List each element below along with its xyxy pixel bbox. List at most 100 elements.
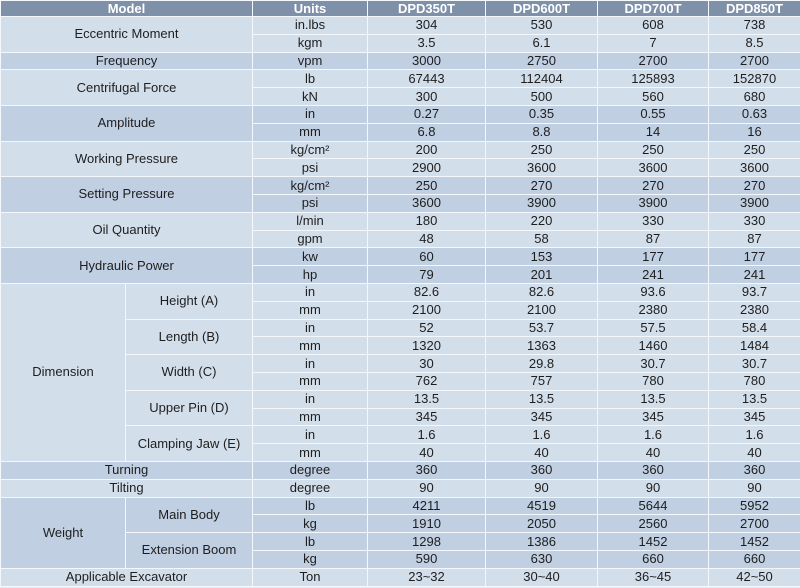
- row: Eccentric Moment in.lbs 304 530 608 738: [0, 16, 800, 53]
- value: 93.6: [597, 282, 709, 302]
- value: 2100: [485, 300, 598, 320]
- value: 757: [485, 371, 598, 391]
- unit: kg: [252, 514, 368, 534]
- section-label: Hydraulic Power: [0, 247, 253, 284]
- value: 93.7: [708, 282, 800, 302]
- row: Length (B) in 52 53.7 57.5 58.4: [1, 318, 800, 356]
- row: Setting Pressure kg/cm² 250 270 270 270: [0, 176, 800, 213]
- value: 3000: [367, 51, 486, 71]
- row: Applicable Excavator Ton 23~32 30~40 36~45 42…: [0, 567, 800, 587]
- value: 345: [597, 407, 709, 427]
- value: 3600: [485, 158, 598, 178]
- unit: gpm: [252, 229, 368, 249]
- unit: in: [252, 354, 368, 373]
- value: 1.6: [485, 425, 598, 445]
- row: Frequency vpm 3000 2750 2700 2700: [0, 51, 800, 71]
- value: 360: [367, 460, 486, 480]
- section-label: Dimension: [0, 282, 126, 462]
- table-body: Eccentric Moment in.lbs 304 530 608 738 kgm 3.5…: [0, 16, 800, 587]
- value: 241: [597, 265, 709, 284]
- unit: in.lbs: [252, 16, 368, 35]
- unit: l/min: [252, 211, 368, 231]
- value: 2100: [367, 300, 486, 320]
- value: 270: [708, 176, 800, 195]
- value: 40: [367, 443, 486, 462]
- header-cell: DPD700T: [597, 0, 709, 17]
- value: 2750: [485, 51, 598, 71]
- value: 90: [597, 478, 709, 498]
- unit: degree: [252, 478, 368, 498]
- value: 2560: [597, 514, 709, 534]
- unit: lb: [252, 69, 368, 89]
- value: 40: [485, 443, 598, 462]
- value: 52: [367, 318, 486, 338]
- section-label: Turning: [0, 460, 253, 480]
- value: 738: [708, 16, 800, 35]
- unit: Ton: [252, 567, 368, 587]
- value: 1.6: [367, 425, 486, 445]
- row: Extension Boom lb 1298 1386 1452 1452: [1, 532, 800, 569]
- value: 250: [485, 140, 598, 160]
- row: mm 762 757 780 780: [1, 371, 800, 391]
- unit: mm: [252, 407, 368, 427]
- row: Centrifugal Force lb 67443 112404 125893 1528…: [0, 69, 800, 106]
- value: 42~50: [708, 567, 800, 587]
- value: 112404: [485, 69, 598, 89]
- value: 304: [367, 16, 486, 35]
- value: 40: [597, 443, 709, 462]
- section-label: Eccentric Moment: [0, 16, 253, 53]
- value: 330: [597, 211, 709, 231]
- subsection-label: Extension Boom: [125, 532, 253, 569]
- unit: psi: [252, 193, 368, 213]
- value: 16: [708, 122, 800, 142]
- value: 1.6: [708, 425, 800, 445]
- value: 2700: [708, 514, 800, 534]
- value: 79: [367, 265, 486, 284]
- value: 360: [485, 460, 598, 480]
- value: 6.8: [367, 122, 486, 142]
- unit: mm: [252, 336, 368, 356]
- unit: psi: [252, 158, 368, 178]
- value: 3.5: [367, 33, 486, 53]
- value: 3900: [708, 193, 800, 213]
- section-label: Setting Pressure: [0, 176, 253, 213]
- subsection-label: Height (A): [125, 282, 253, 320]
- value: 1298: [367, 532, 486, 551]
- unit: kgm: [252, 33, 368, 53]
- value: 60: [367, 247, 486, 267]
- unit: in: [252, 425, 368, 445]
- header-cell: DPD350T: [367, 0, 486, 17]
- value: 3900: [597, 193, 709, 213]
- unit: kw: [252, 247, 368, 267]
- value: 4519: [485, 496, 598, 516]
- value: 152870: [708, 69, 800, 89]
- section-label: Centrifugal Force: [0, 69, 253, 106]
- value: 3600: [708, 158, 800, 178]
- value: 530: [485, 16, 598, 35]
- unit: kg: [252, 549, 368, 569]
- value: 2380: [708, 300, 800, 320]
- value: 125893: [597, 69, 709, 89]
- value: 1452: [708, 532, 800, 551]
- subsection-label: Main Body: [125, 496, 253, 534]
- row: gpm 48 58 87 87: [1, 229, 800, 249]
- value: 177: [597, 247, 709, 267]
- value: 30.7: [708, 354, 800, 373]
- value: 660: [597, 549, 709, 569]
- row: kN 300 500 560 680: [1, 87, 800, 106]
- value: 0.55: [597, 104, 709, 124]
- unit: lb: [252, 532, 368, 551]
- value: 2380: [597, 300, 709, 320]
- unit: kg/cm²: [252, 176, 368, 195]
- value: 1910: [367, 514, 486, 534]
- value: 0.27: [367, 104, 486, 124]
- row: Tilting degree 90 90 90 90: [0, 478, 800, 498]
- value: 5952: [708, 496, 800, 516]
- unit: mm: [252, 371, 368, 391]
- value: 30~40: [485, 567, 598, 587]
- value: 4211: [367, 496, 486, 516]
- value: 360: [597, 460, 709, 480]
- value: 660: [708, 549, 800, 569]
- value: 90: [485, 478, 598, 498]
